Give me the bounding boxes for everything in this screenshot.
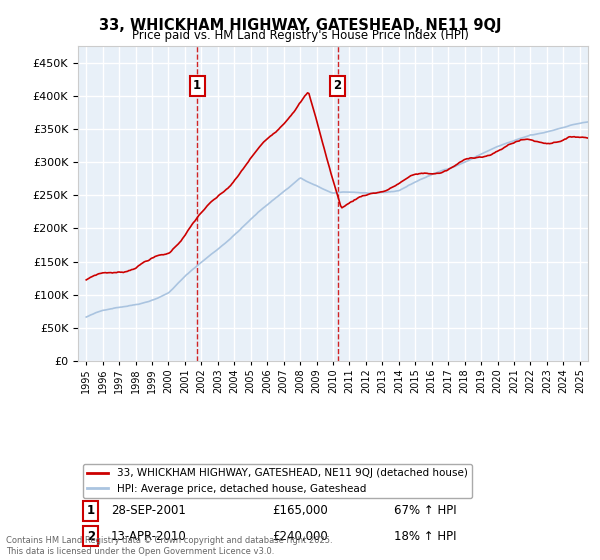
Text: 1: 1 (86, 505, 95, 517)
Text: 13-APR-2010: 13-APR-2010 (111, 530, 187, 543)
Text: £240,000: £240,000 (272, 530, 328, 543)
Text: Contains HM Land Registry data © Crown copyright and database right 2025.
This d: Contains HM Land Registry data © Crown c… (6, 536, 332, 556)
Text: 2: 2 (86, 530, 95, 543)
Text: Price paid vs. HM Land Registry's House Price Index (HPI): Price paid vs. HM Land Registry's House … (131, 29, 469, 42)
Text: 2: 2 (334, 80, 341, 92)
Text: £165,000: £165,000 (272, 505, 328, 517)
Text: 33, WHICKHAM HIGHWAY, GATESHEAD, NE11 9QJ: 33, WHICKHAM HIGHWAY, GATESHEAD, NE11 9Q… (99, 18, 501, 33)
Text: 18% ↑ HPI: 18% ↑ HPI (394, 530, 457, 543)
Text: 67% ↑ HPI: 67% ↑ HPI (394, 505, 457, 517)
Text: 28-SEP-2001: 28-SEP-2001 (111, 505, 186, 517)
Text: 1: 1 (193, 80, 201, 92)
Legend: 33, WHICKHAM HIGHWAY, GATESHEAD, NE11 9QJ (detached house), HPI: Average price, : 33, WHICKHAM HIGHWAY, GATESHEAD, NE11 9Q… (83, 464, 472, 498)
